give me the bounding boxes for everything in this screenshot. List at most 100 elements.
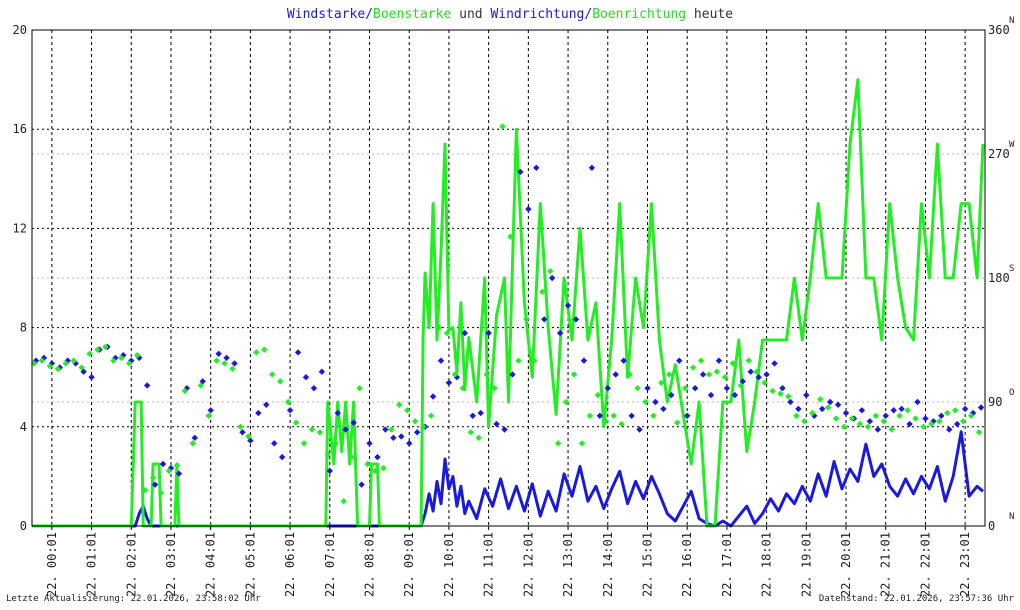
x-tick-label: 22. 21:01: [879, 532, 893, 597]
series-point-windrichtung: [231, 360, 238, 367]
title-part-boenstarke: Boenstarke: [373, 7, 451, 22]
series-point-windrichtung: [882, 412, 889, 419]
series-point-windrichtung: [596, 412, 604, 419]
series-point-boenrichtung: [586, 412, 594, 419]
series-point-boenrichtung: [848, 415, 856, 422]
series-point-windrichtung: [906, 420, 913, 428]
series-point-boenrichtung: [427, 412, 435, 419]
series-point-windrichtung: [564, 302, 572, 309]
series-point-boenrichtung: [78, 364, 85, 371]
y-right-tick-label: 0: [988, 519, 995, 533]
series-point-boenrichtung: [777, 390, 784, 397]
series-point-windrichtung: [239, 429, 246, 436]
x-tick-label: 22. 14:01: [601, 532, 615, 597]
series-point-boenrichtung: [745, 357, 752, 364]
series-point-boenrichtung: [554, 440, 562, 447]
series-point-windrichtung: [977, 404, 985, 411]
series-point-boenrichtung: [896, 412, 903, 419]
series-point-boenrichtung: [642, 398, 649, 406]
series-point-boenrichtung: [173, 462, 181, 469]
series-point-windrichtung: [191, 434, 199, 442]
series-point-boenrichtung: [769, 387, 776, 395]
series-point-boenrichtung: [674, 419, 681, 426]
series-point-boenrichtung: [888, 426, 895, 433]
series-point-boenrichtung: [936, 418, 943, 425]
series-point-windrichtung: [612, 371, 619, 378]
series-point-boenrichtung: [539, 288, 546, 295]
series-point-boenrichtung: [348, 453, 355, 461]
series-point-windrichtung: [874, 426, 881, 433]
series-point-windrichtung: [954, 420, 961, 428]
series-point-windrichtung: [660, 405, 667, 413]
series-point-boenrichtung: [451, 371, 459, 378]
series-point-boenrichtung: [443, 329, 451, 337]
y-right-direction-label: S: [1009, 264, 1014, 274]
series-point-windrichtung: [636, 426, 643, 433]
series-point-windrichtung: [263, 401, 270, 408]
series-point-boenrichtung: [491, 385, 498, 392]
series-point-windrichtung: [858, 407, 866, 414]
series-point-windrichtung: [286, 407, 294, 414]
series-point-windrichtung: [763, 371, 770, 378]
series-point-boenrichtung: [467, 429, 474, 436]
series-point-boenrichtung: [610, 412, 617, 419]
series-point-boenrichtung: [578, 440, 586, 447]
series-point-windrichtung: [588, 164, 596, 171]
series-point-boenrichtung: [570, 371, 578, 378]
y-left-tick-label: 4: [20, 420, 27, 434]
y-left-tick-label: 16: [13, 122, 27, 136]
series-point-boenrichtung: [682, 385, 689, 392]
y-left-tick-label: 8: [20, 321, 27, 335]
series-point-boenrichtung: [721, 374, 729, 381]
series-point-boenrichtung: [261, 346, 268, 353]
series-point-windrichtung: [56, 364, 63, 371]
y-right-direction-label: N: [1009, 512, 1014, 522]
series-point-boenrichtung: [245, 433, 252, 440]
series-point-windrichtung: [938, 412, 945, 419]
series-point-boenrichtung: [356, 385, 363, 392]
series-point-windrichtung: [175, 470, 183, 477]
series-layer: [30, 78, 985, 528]
series-point-boenrichtung: [118, 354, 125, 362]
series-point-boenrichtung: [308, 426, 316, 433]
series-point-windrichtung: [413, 429, 421, 436]
y-left-tick-label: 12: [13, 221, 27, 235]
series-point-boenrichtung: [546, 267, 554, 275]
x-tick-label: 22. 00:01: [45, 532, 59, 597]
series-point-windrichtung: [310, 385, 318, 392]
series-point-boenrichtung: [340, 498, 347, 505]
series-point-boenrichtung: [324, 451, 332, 458]
series-point-boenrichtung: [944, 409, 951, 417]
x-tick-label: 22. 18:01: [760, 532, 774, 597]
series-point-boenrichtung: [531, 357, 538, 364]
series-point-windrichtung: [668, 391, 675, 399]
series-point-boenrichtung: [753, 368, 760, 375]
series-point-windrichtung: [88, 374, 95, 381]
footer-data-status: Datenstand: 22.01.2026, 23:57:36 Uhr: [819, 594, 1015, 604]
series-point-windrichtung: [691, 385, 699, 392]
series-point-boenrichtung: [269, 371, 276, 378]
series-point-windrichtung: [787, 398, 794, 406]
series-point-windrichtung: [795, 405, 802, 413]
series-point-boenrichtung: [785, 393, 792, 400]
series-point-windrichtung: [604, 385, 611, 392]
series-point-boenrichtung: [300, 440, 308, 447]
title-part-windstarke: Windstarke/: [287, 7, 373, 22]
series-point-boenrichtung: [967, 412, 975, 419]
series-point-boenrichtung: [634, 385, 641, 392]
series-point-boenrichtung: [475, 434, 482, 442]
series-point-boenrichtung: [38, 357, 46, 364]
series-point-windrichtung: [509, 371, 516, 378]
series-point-boenrichtung: [952, 407, 959, 414]
series-point-boenrichtung: [404, 407, 411, 414]
series-point-boenrichtung: [229, 365, 236, 373]
series-point-windrichtung: [398, 433, 405, 440]
series-point-boenrichtung: [54, 365, 62, 373]
y-right-direction-label: N: [1009, 16, 1014, 26]
series-point-windrichtung: [969, 409, 977, 417]
series-point-windrichtung: [358, 481, 365, 488]
series-point-boenrichtung: [515, 357, 522, 364]
series-point-windrichtung: [842, 409, 850, 417]
series-point-windrichtung: [445, 379, 453, 386]
series-point-boenrichtung: [189, 440, 197, 447]
